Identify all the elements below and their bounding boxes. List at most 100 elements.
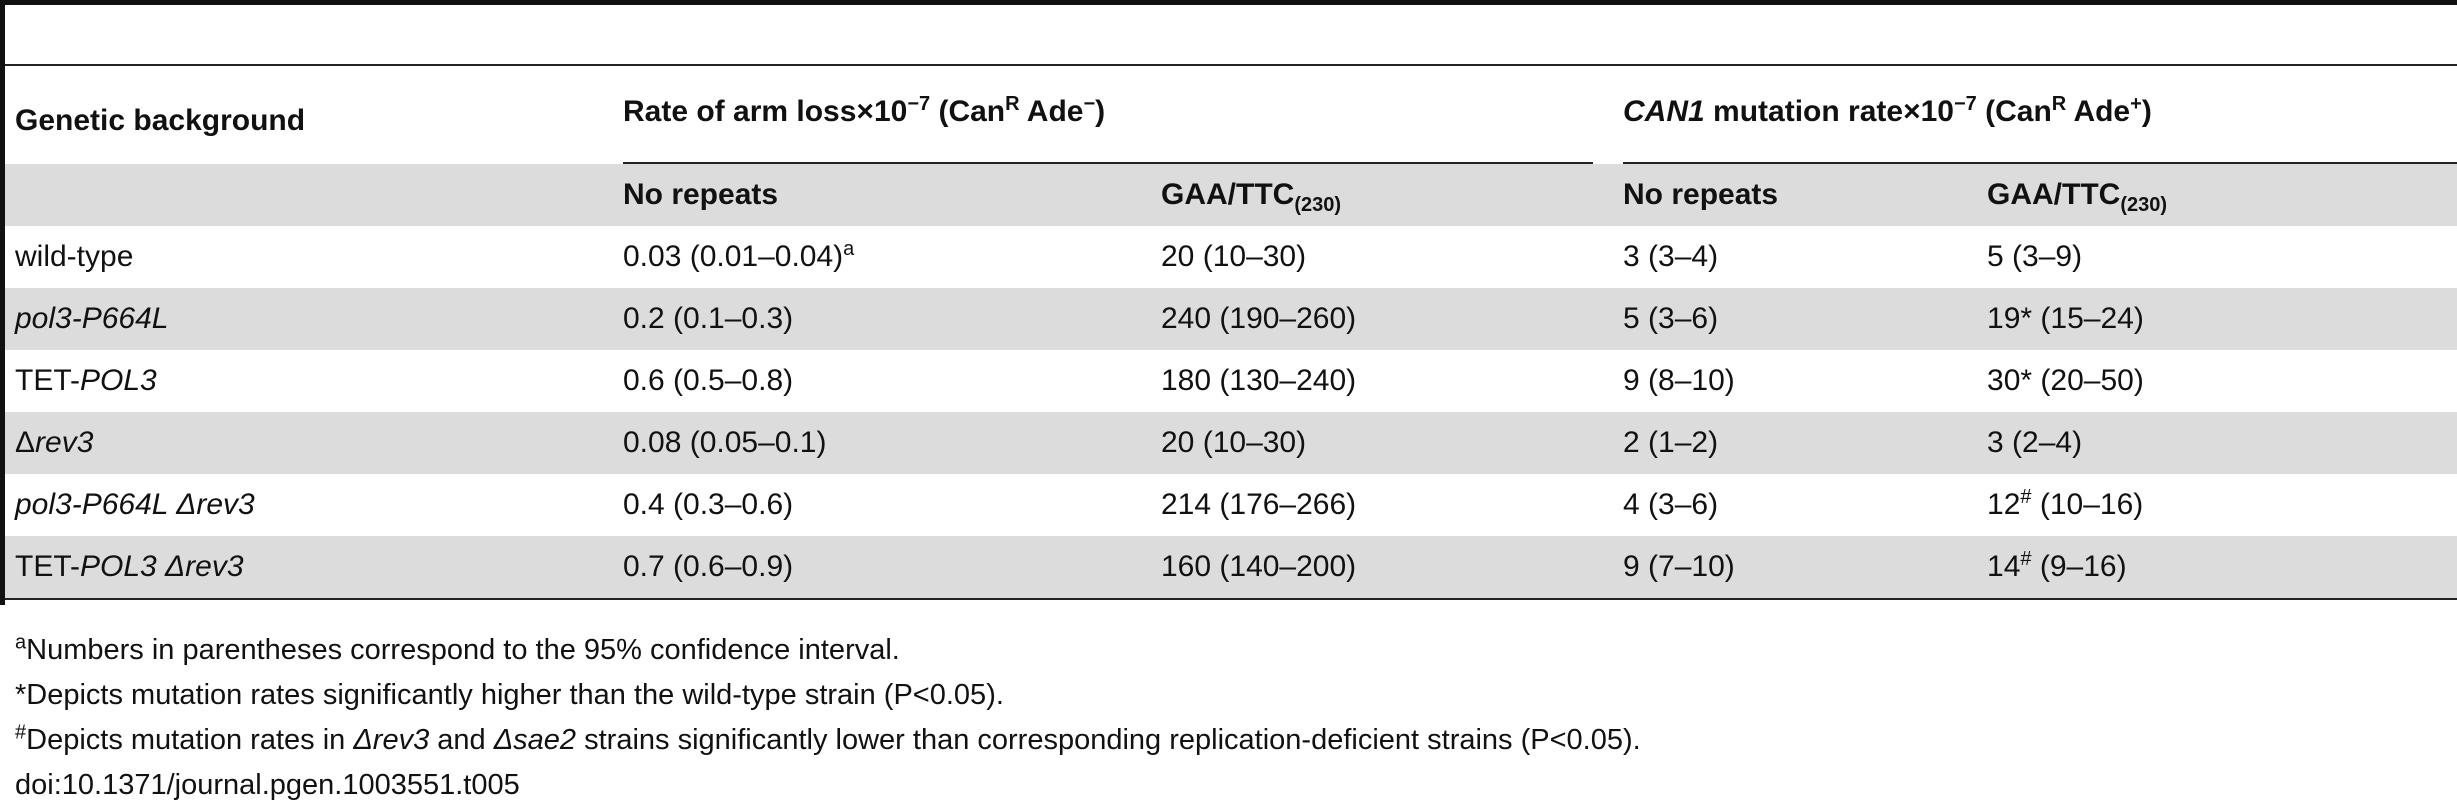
- can1-text: mutation rate: [1704, 95, 1904, 128]
- cell-arm-loss-no-repeats: 0.6 (0.5–0.8): [613, 350, 1151, 412]
- footnote-ref: #: [2020, 486, 2032, 508]
- value: 14: [1987, 550, 2021, 583]
- doi-line: doi:10.1371/journal.pgen.1003551.t005: [15, 769, 520, 801]
- table-row: TET-POL3 0.6 (0.5–0.8) 180 (130–240) 9 (8–1…: [5, 350, 2457, 412]
- interval: (15–24): [2040, 302, 2144, 335]
- cell-arm-loss-no-repeats: 0.7 (0.6–0.9): [613, 536, 1151, 600]
- cell-can1-gaa: 19* (15–24): [1977, 288, 2457, 350]
- header-genetic-background: Genetic background: [5, 64, 613, 164]
- header-row-sub: No repeats GAA/TTC(230) No repeats GAA/T…: [5, 164, 2457, 226]
- left-border-rule: [0, 0, 5, 605]
- table-row: pol3-P664L Δrev3 0.4 (0.3–0.6) 214 (176–26…: [5, 474, 2457, 536]
- cell-arm-loss-gaa: 20 (10–30): [1161, 240, 1307, 273]
- value: 12: [1987, 488, 2021, 521]
- arm-loss-ade: Ade: [1019, 95, 1084, 128]
- footnote-hash-pre: Depicts mutation rates in: [26, 724, 354, 756]
- cell-can1-gaa: 12# (10–16): [1977, 474, 2457, 536]
- cell-arm-loss-gaa: 180 (130–240): [1161, 364, 1357, 397]
- gaa-subscript: (230): [2120, 194, 2168, 216]
- cell-arm-loss-no-repeats: 0.03 (0.01–0.04)a: [613, 226, 1151, 288]
- arm-loss-r: R: [1005, 93, 1020, 115]
- table-row: pol3-P664L 0.2 (0.1–0.3) 240 (190–260) 5 (3…: [5, 288, 2457, 350]
- table-body: wild-type 0.03 (0.01–0.04)a 20 (10–30) 3 (3…: [5, 226, 2457, 600]
- genetic-background-part: POL3: [80, 364, 157, 397]
- cell-arm-loss-gaa: 160 (140–200): [1151, 536, 1614, 600]
- arm-loss-sign: −: [1083, 93, 1096, 115]
- cell-arm-loss-no-repeats: 0.08 (0.05–0.1): [613, 412, 1151, 474]
- cell-genetic-background: pol3-P664L Δrev3: [5, 474, 613, 536]
- value: 0.6 (0.5–0.8): [623, 364, 794, 397]
- mutation-rate-table: Genetic background Rate of arm loss×10−7…: [5, 64, 2457, 600]
- arm-loss-times: ×10: [856, 95, 908, 128]
- footnote-a-mark: a: [15, 631, 27, 654]
- data-table-wrapper: Genetic background Rate of arm loss×10−7…: [5, 64, 2457, 600]
- can1-sign: +: [2130, 93, 2142, 115]
- footnote-hash-post: strains significantly lower than corresp…: [576, 724, 1641, 756]
- header-row-main: Genetic background Rate of arm loss×10−7…: [5, 64, 2457, 164]
- interval: (3–9): [2003, 240, 2083, 273]
- header-arm-gaa: GAA/TTC(230): [1151, 164, 1614, 226]
- genetic-background-part: rev3: [35, 426, 94, 459]
- footnote-hash: #Depicts mutation rates in Δrev3 and Δsa…: [15, 718, 1641, 763]
- cell-can1-no-repeats: 9 (7–10): [1613, 536, 1978, 600]
- header-blank: [5, 164, 613, 226]
- gaa-label: GAA/TTC: [1161, 178, 1295, 211]
- value: 30*: [1987, 364, 2041, 397]
- arm-loss-close: ): [1095, 95, 1106, 128]
- can1-r: R: [2051, 93, 2067, 115]
- header-arm-no-repeats: No repeats: [613, 164, 1151, 226]
- genetic-background-part: pol3-P664L: [15, 302, 169, 335]
- can1-span-rule: [1623, 162, 2457, 164]
- table-row: Δrev3 0.08 (0.05–0.1) 20 (10–30) 2 (1–2) 3 (…: [5, 412, 2457, 474]
- table-row: wild-type 0.03 (0.01–0.04)a 20 (10–30) 3 (3…: [5, 226, 2457, 288]
- value: 19*: [1987, 302, 2041, 335]
- genetic-background-part: TET-: [15, 550, 80, 583]
- footnote-hash-sae2: Δsae2: [493, 724, 577, 756]
- arm-loss-exp: −7: [907, 93, 931, 115]
- header-can1-mutation: CAN1 mutation rate×10−7 (CanR Ade+): [1613, 64, 2457, 164]
- cell-genetic-background: TET-POL3 Δrev3: [5, 536, 613, 600]
- header-can1-gaa: GAA/TTC(230): [1977, 164, 2457, 226]
- genetic-background-part: pol3-P664L Δrev3: [15, 488, 255, 521]
- table-footnotes: aNumbers in parentheses correspond to th…: [15, 628, 1641, 808]
- gaa-label: GAA/TTC: [1987, 178, 2121, 211]
- cell-can1-no-repeats: 3 (3–4): [1623, 240, 1719, 273]
- cell-arm-loss-gaa: 214 (176–266): [1161, 488, 1357, 521]
- can1-times: ×10: [1903, 95, 1954, 128]
- header-can1-no-repeats: No repeats: [1613, 164, 1978, 226]
- genetic-background-part: POL3 Δrev3: [80, 550, 244, 583]
- cell-genetic-background: pol3-P664L: [5, 288, 613, 350]
- cell-can1-no-repeats: 2 (1–2): [1613, 412, 1978, 474]
- can1-close: ): [2141, 95, 2152, 128]
- arm-loss-can: (Can: [930, 95, 1006, 128]
- table-row: TET-POL3 Δrev3 0.7 (0.6–0.9) 160 (140–200)…: [5, 536, 2457, 600]
- genetic-background-part: TET-: [15, 364, 80, 397]
- footnote-hash-mid: and: [429, 724, 494, 756]
- can1-gene: CAN1: [1623, 95, 1705, 128]
- gaa-subscript: (230): [1294, 194, 1342, 216]
- cell-arm-loss-no-repeats: 0.2 (0.1–0.3): [613, 288, 1151, 350]
- can1-exp: −7: [1953, 93, 1977, 115]
- can1-ade: Ade: [2066, 95, 2131, 128]
- header-arm-loss: Rate of arm loss×10−7 (CanR Ade−): [613, 64, 1614, 164]
- value: 0.2 (0.1–0.3): [623, 302, 794, 335]
- can1-can: (Can: [1976, 95, 2052, 128]
- top-border-rule: [0, 0, 2457, 5]
- cell-can1-gaa: 14# (9–16): [1977, 536, 2457, 600]
- footnote-a: aNumbers in parentheses correspond to th…: [15, 628, 1641, 673]
- cell-arm-loss-no-repeats: 0.4 (0.3–0.6): [613, 474, 1151, 536]
- cell-genetic-background: TET-POL3: [5, 350, 613, 412]
- genetic-background-part: Δ: [15, 426, 36, 459]
- cell-arm-loss-gaa: 20 (10–30): [1151, 412, 1614, 474]
- footnote-star: *Depicts mutation rates significantly hi…: [15, 679, 1004, 711]
- cell-can1-gaa: 5 (3–9): [1977, 226, 2457, 288]
- cell-can1-gaa: 30* (20–50): [1977, 350, 2457, 412]
- arm-loss-span-rule: [623, 162, 1594, 164]
- footnote-hash-mark: #: [15, 721, 27, 744]
- cell-can1-gaa: 3 (2–4): [1977, 412, 2457, 474]
- value: 0.08 (0.05–0.1): [623, 426, 827, 459]
- footnote-hash-rev3: Δrev3: [353, 724, 430, 756]
- footnote-ref: #: [2020, 548, 2032, 570]
- genetic-background-part: wild-type: [15, 240, 134, 273]
- cell-can1-no-repeats: 4 (3–6): [1623, 488, 1719, 521]
